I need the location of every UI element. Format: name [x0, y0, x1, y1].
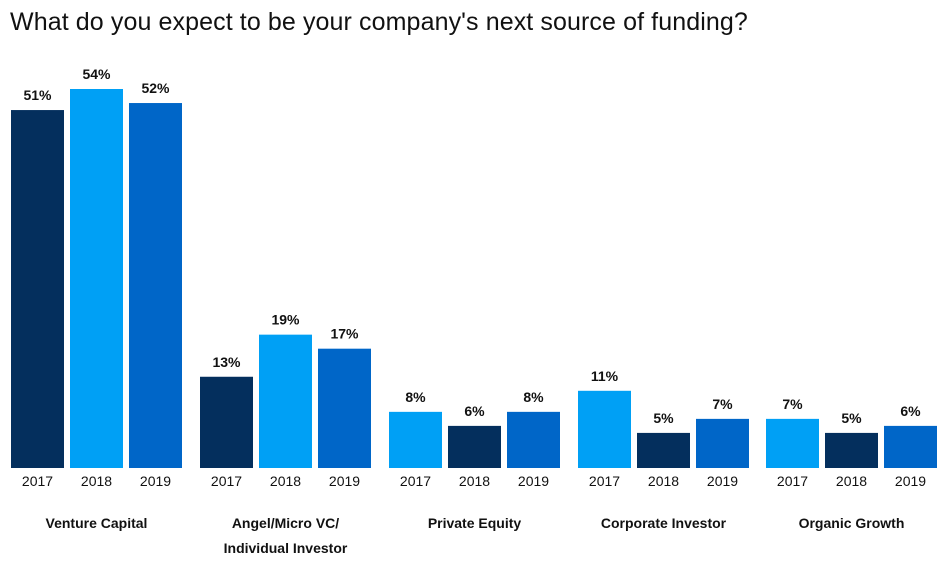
- year-label: 2019: [329, 473, 360, 489]
- data-label: 7%: [712, 396, 733, 412]
- category-label: Venture Capital: [46, 515, 148, 531]
- year-label: 2017: [22, 473, 53, 489]
- data-label: 5%: [653, 410, 674, 426]
- year-label: 2019: [707, 473, 738, 489]
- bar: [578, 390, 631, 468]
- data-label: 51%: [23, 87, 52, 103]
- bar: [11, 110, 64, 469]
- bar: [696, 418, 749, 468]
- bar: [129, 103, 182, 468]
- year-label: 2019: [518, 473, 549, 489]
- category-label: Private Equity: [428, 515, 522, 531]
- year-label: 2018: [836, 473, 867, 489]
- bar: [318, 348, 371, 468]
- bar: [766, 418, 819, 468]
- bar: [884, 425, 937, 468]
- bar: [70, 89, 123, 468]
- chart-title: What do you expect to be your company's …: [10, 8, 748, 36]
- category-label: Individual Investor: [224, 540, 348, 556]
- bar: [200, 376, 253, 468]
- data-label: 19%: [271, 312, 300, 328]
- data-label: 8%: [523, 389, 544, 405]
- bar: [448, 425, 501, 468]
- category-label: Organic Growth: [799, 515, 905, 531]
- year-label: 2017: [211, 473, 242, 489]
- data-label: 52%: [141, 80, 170, 96]
- year-label: 2019: [140, 473, 171, 489]
- year-label: 2017: [400, 473, 431, 489]
- category-label: Corporate Investor: [601, 515, 727, 531]
- data-label: 6%: [464, 403, 485, 419]
- bar: [389, 411, 442, 468]
- year-label: 2018: [648, 473, 679, 489]
- data-label: 54%: [82, 66, 111, 82]
- year-label: 2018: [270, 473, 301, 489]
- data-label: 17%: [330, 326, 359, 342]
- data-label: 8%: [405, 389, 426, 405]
- data-label: 11%: [591, 368, 619, 384]
- data-label: 13%: [212, 354, 241, 370]
- year-label: 2018: [81, 473, 112, 489]
- bar: [637, 432, 690, 468]
- year-label: 2019: [895, 473, 926, 489]
- bar: [259, 334, 312, 468]
- year-label: 2017: [589, 473, 620, 489]
- year-label: 2017: [777, 473, 808, 489]
- data-label: 5%: [841, 410, 862, 426]
- year-label: 2018: [459, 473, 490, 489]
- data-label: 6%: [900, 403, 921, 419]
- bar: [825, 432, 878, 468]
- category-label: Angel/Micro VC/: [232, 515, 339, 531]
- data-label: 7%: [782, 396, 803, 412]
- bar: [507, 411, 560, 468]
